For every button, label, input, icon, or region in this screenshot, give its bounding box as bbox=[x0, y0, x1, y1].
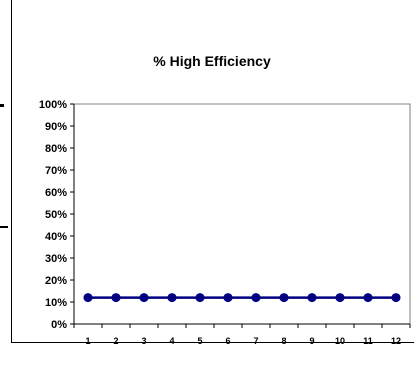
x-tick-label: 10 bbox=[335, 336, 345, 346]
data-point bbox=[251, 293, 261, 303]
data-point bbox=[139, 293, 149, 303]
y-tick-label: 60% bbox=[45, 187, 67, 199]
x-tick-label: 11 bbox=[363, 336, 373, 346]
y-tick-label: 70% bbox=[45, 165, 67, 177]
x-tick-label: 9 bbox=[309, 336, 314, 346]
x-tick-label: 2 bbox=[113, 336, 118, 346]
y-tick-group: 0% 10% 20% 30% 40% 50% 60% 70% 80% 90% 100% bbox=[39, 99, 74, 331]
x-tick-label: 12 bbox=[391, 336, 401, 346]
data-point bbox=[363, 293, 373, 303]
data-point bbox=[111, 293, 121, 303]
chart-area bbox=[11, 0, 414, 343]
y-tick-label: 0% bbox=[51, 319, 67, 331]
plot-border bbox=[73, 103, 411, 325]
left-edge-mark-top bbox=[0, 104, 4, 107]
data-point bbox=[391, 293, 401, 303]
x-tick-label: 7 bbox=[253, 336, 258, 346]
left-edge-mark-bottom bbox=[0, 226, 8, 228]
series-group bbox=[83, 293, 401, 303]
x-tick-label: 1 bbox=[85, 336, 90, 346]
x-tick-group: 1 2 3 4 5 6 7 8 9 10 11 12 bbox=[73, 324, 411, 346]
data-point bbox=[279, 293, 289, 303]
y-tick-label: 100% bbox=[39, 99, 67, 111]
data-point bbox=[83, 293, 93, 303]
x-tick-label: 8 bbox=[281, 336, 286, 346]
y-tick-label: 50% bbox=[45, 209, 67, 221]
x-tick-label: 6 bbox=[225, 336, 230, 346]
data-point bbox=[167, 293, 177, 303]
x-tick-label: 3 bbox=[141, 336, 146, 346]
y-tick-label: 30% bbox=[45, 253, 67, 265]
data-point bbox=[307, 293, 317, 303]
y-tick-label: 10% bbox=[45, 297, 67, 309]
data-point bbox=[335, 293, 345, 303]
y-tick-label: 40% bbox=[45, 231, 67, 243]
x-tick-label: 5 bbox=[197, 336, 202, 346]
y-tick-label: 90% bbox=[45, 121, 67, 133]
y-tick-label: 20% bbox=[45, 275, 67, 287]
x-tick-label: 4 bbox=[169, 336, 174, 346]
data-point bbox=[223, 293, 233, 303]
chart-title: % High Efficiency bbox=[153, 53, 271, 69]
y-tick-label: 80% bbox=[45, 143, 67, 155]
data-point bbox=[195, 293, 205, 303]
